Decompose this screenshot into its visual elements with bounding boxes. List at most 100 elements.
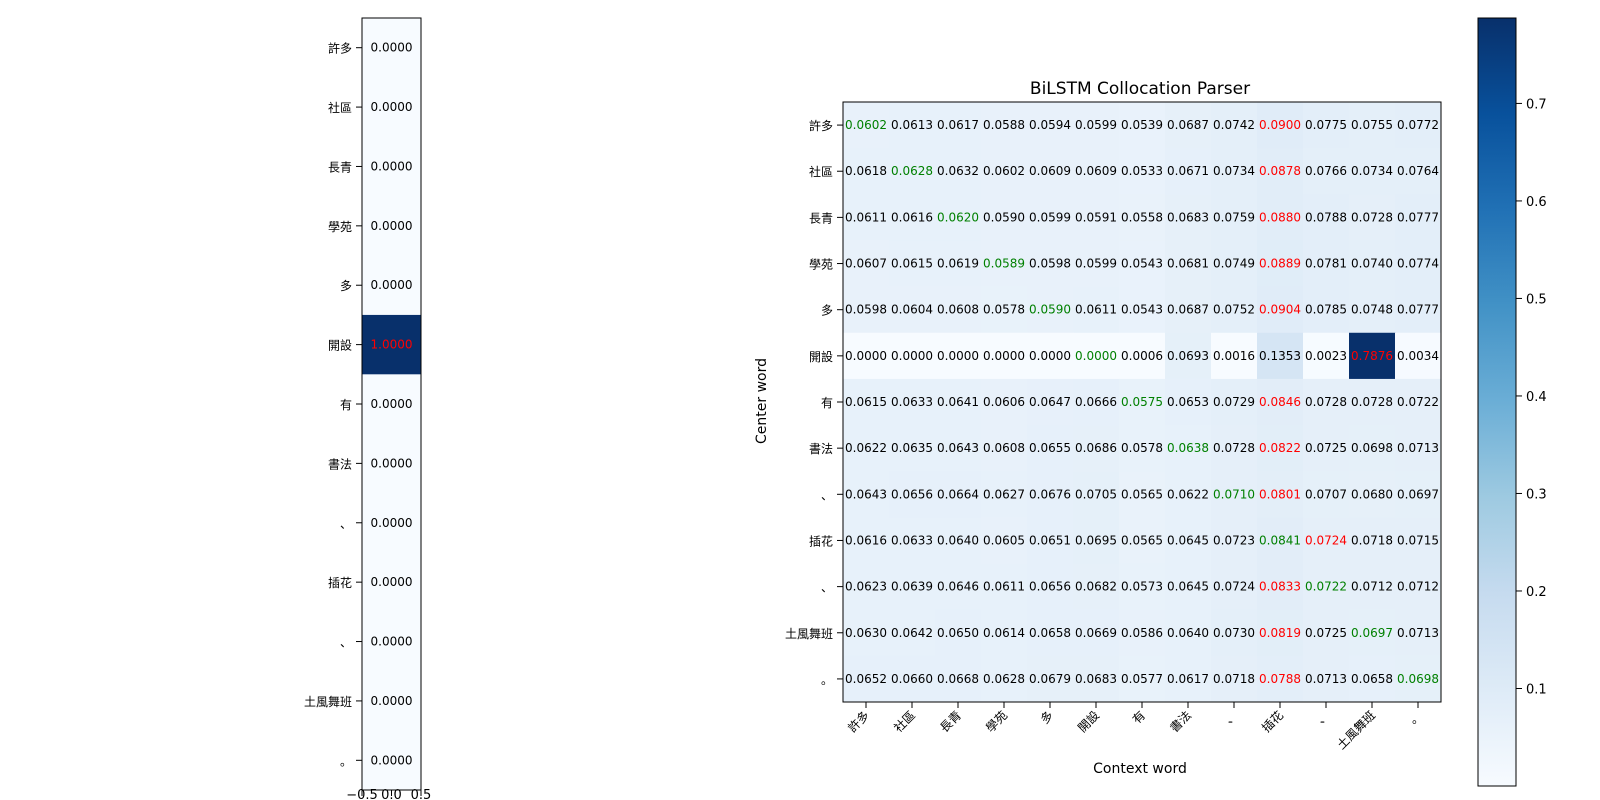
cell-value-label: 0.7876: [1351, 349, 1393, 363]
heatmap-cell: [935, 609, 982, 657]
y-tick-label: 、: [821, 488, 833, 502]
heatmap-cell: [362, 314, 421, 375]
heatmap-cell: [889, 148, 936, 195]
heatmap-cell: [889, 517, 936, 565]
heatmap-cell: [1119, 517, 1166, 565]
cell-value-label: 0.0635: [891, 441, 933, 455]
x-tick-label: 書法: [1167, 708, 1194, 735]
heatmap-cell: [1395, 655, 1442, 703]
cell-value-label: 0.0734: [1351, 164, 1393, 178]
heatmap-cell: [981, 378, 1028, 426]
cell-value-label: 0.0777: [1397, 210, 1439, 224]
heatmap-cell: [362, 77, 421, 138]
heatmap-cell: [1349, 286, 1396, 334]
x-tick-label: 0.5: [411, 788, 432, 800]
x-tick-label: 0.0: [381, 788, 402, 800]
cell-value-label: 0.0713: [1305, 672, 1347, 686]
heatmap-cell: [1165, 332, 1212, 380]
heatmap-cell: [362, 18, 421, 78]
cell-value-label: 0.0611: [1075, 303, 1117, 317]
cell-value-label: 0.0819: [1259, 626, 1301, 640]
cell-value-label: 0.0590: [1029, 303, 1071, 317]
cell-value-label: 0.0705: [1075, 487, 1117, 501]
cell-value-label: 0.0728: [1351, 210, 1393, 224]
x-tick-label: 開設: [1075, 708, 1103, 736]
heatmap-cell: [1395, 194, 1442, 241]
heatmap-cell: [1165, 517, 1212, 565]
cell-value-label: 0.0713: [1397, 441, 1439, 455]
cell-value-label: 0.0533: [1121, 164, 1163, 178]
heatmap-cell: [1027, 563, 1074, 611]
heatmap-cell: [1027, 240, 1074, 288]
heatmap-cell: [1073, 148, 1120, 195]
x-tick-label: 許多: [845, 708, 872, 735]
heatmap-cell: [1211, 240, 1258, 288]
x-tick-label: 多: [1038, 708, 1056, 726]
heatmap-cell: [1027, 148, 1074, 195]
heatmap-cell: [1119, 102, 1166, 149]
cell-value-label: 0.0000: [1075, 349, 1117, 363]
cell-value-label: 0.0611: [845, 210, 887, 224]
cell-value-label: 0.0775: [1305, 118, 1347, 132]
cell-value-label: 0.0643: [845, 487, 887, 501]
cell-value-label: 0.0590: [983, 210, 1025, 224]
cell-value-label: 0.0693: [1167, 349, 1209, 363]
heatmap-cell: [1349, 240, 1396, 288]
cell-value-label: 0.0698: [1397, 672, 1439, 686]
cell-value-label: 0.0630: [845, 626, 887, 640]
cell-value-label: 0.0671: [1167, 164, 1209, 178]
cell-value-label: 0.1353: [1259, 349, 1301, 363]
cell-value-label: 0.0640: [1167, 626, 1209, 640]
cell-value-label: 0.0645: [1167, 580, 1209, 594]
heatmap-cell: [935, 517, 982, 565]
heatmap-cell: [1073, 378, 1120, 426]
y-tick-label: 有: [821, 396, 833, 410]
heatmap-cell: [1349, 378, 1396, 426]
heatmap-cell: [935, 655, 982, 703]
y-tick-label: 長青: [328, 160, 352, 174]
heatmap-cell: [843, 609, 890, 657]
cell-value-label: 0.0607: [845, 257, 887, 271]
cell-value-label: 0.0904: [1259, 303, 1301, 317]
cell-value-label: 0.0781: [1305, 257, 1347, 271]
heatmap-cell: [1257, 609, 1304, 657]
heatmap-cell: [1027, 471, 1074, 518]
cell-value-label: 0.0655: [1029, 441, 1071, 455]
heatmap-cell: [935, 102, 982, 149]
cell-value-label: 0.0602: [845, 118, 887, 132]
cell-value-label: 0.0591: [1075, 210, 1117, 224]
cell-value-label: 0.0613: [891, 118, 933, 132]
cell-value-label: 0.0000: [371, 516, 413, 530]
heatmap-cell: [843, 194, 890, 241]
y-tick-label: 許多: [328, 42, 352, 56]
cell-value-label: 0.0833: [1259, 580, 1301, 594]
cell-value-label: 0.0558: [1121, 210, 1163, 224]
heatmap-cell: [1073, 286, 1120, 334]
heatmap-cell: [1211, 517, 1258, 565]
cell-value-label: 0.0588: [983, 118, 1025, 132]
cell-value-label: 0.0658: [1351, 672, 1393, 686]
cell-value-label: 0.0594: [1029, 118, 1071, 132]
heatmap-cell: [1211, 148, 1258, 195]
cell-value-label: 0.0900: [1259, 118, 1301, 132]
heatmap-cell: [935, 148, 982, 195]
cell-value-label: 0.0609: [1029, 164, 1071, 178]
heatmap-cell: [1165, 425, 1212, 472]
heatmap-cell: [362, 433, 421, 494]
heatmap-cell: [1349, 655, 1396, 703]
y-tick-label: 社區: [328, 100, 352, 115]
heatmap-cell: [1211, 286, 1258, 334]
heatmap-cell: [1257, 378, 1304, 426]
colorbar-tick-label: 0.6: [1526, 195, 1547, 210]
heatmap-cell: [981, 148, 1028, 195]
heatmap-cell: [1165, 148, 1212, 195]
heatmap-cell: [1257, 655, 1304, 703]
cell-value-label: 0.0652: [845, 672, 887, 686]
cell-value-label: 0.0687: [1167, 118, 1209, 132]
heatmap-cell: [1303, 609, 1350, 657]
heatmap-cell: [1395, 425, 1442, 472]
cell-value-label: 0.0604: [891, 303, 933, 317]
heatmap-cell: [1349, 194, 1396, 241]
heatmap-cell: [1395, 286, 1442, 334]
cell-value-label: 0.0697: [1397, 487, 1439, 501]
